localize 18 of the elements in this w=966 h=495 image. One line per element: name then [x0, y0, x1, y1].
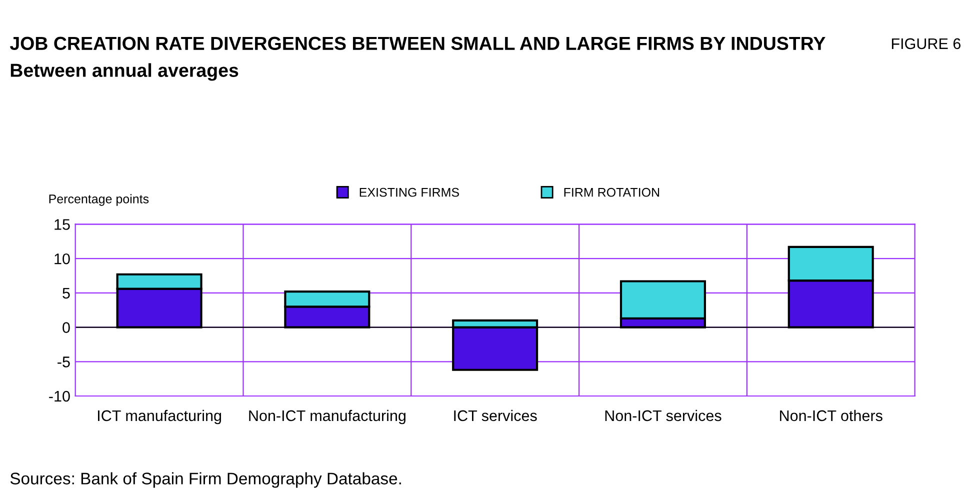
x-tick-label: ICT services	[454, 410, 537, 422]
x-tick-label: Non-ICT services	[605, 410, 722, 422]
legend-label: FIRM ROTATION	[564, 188, 660, 197]
source-note: Sources: Bank of Spain Firm Demography Database.	[10, 472, 401, 488]
y-axis-title: Percentage points	[49, 194, 149, 206]
caption: FIGURE 6	[892, 38, 960, 50]
x-tick-label: ICT manufacturing	[98, 410, 222, 424]
y-tick-label: 10	[54, 253, 70, 264]
x-tick-label: Non-ICT others	[780, 410, 882, 422]
chart-subtitle: Between annual averages	[10, 63, 238, 81]
y-tick-label: 0	[62, 322, 70, 333]
legend-label: EXISTING FIRMS	[360, 188, 459, 197]
x-tick-label: Non-ICT manufacturing	[249, 410, 406, 424]
chart-title: JOB CREATION RATE DIVERGENCES BETWEEN SMALL AND LARGE FIRMS BY INDUSTRY	[10, 36, 826, 50]
y-tick-label: 15	[54, 219, 70, 230]
y-tick-label: -5	[58, 356, 70, 368]
y-tick-label: 5	[62, 288, 70, 299]
y-tick-label: -10	[49, 390, 70, 402]
